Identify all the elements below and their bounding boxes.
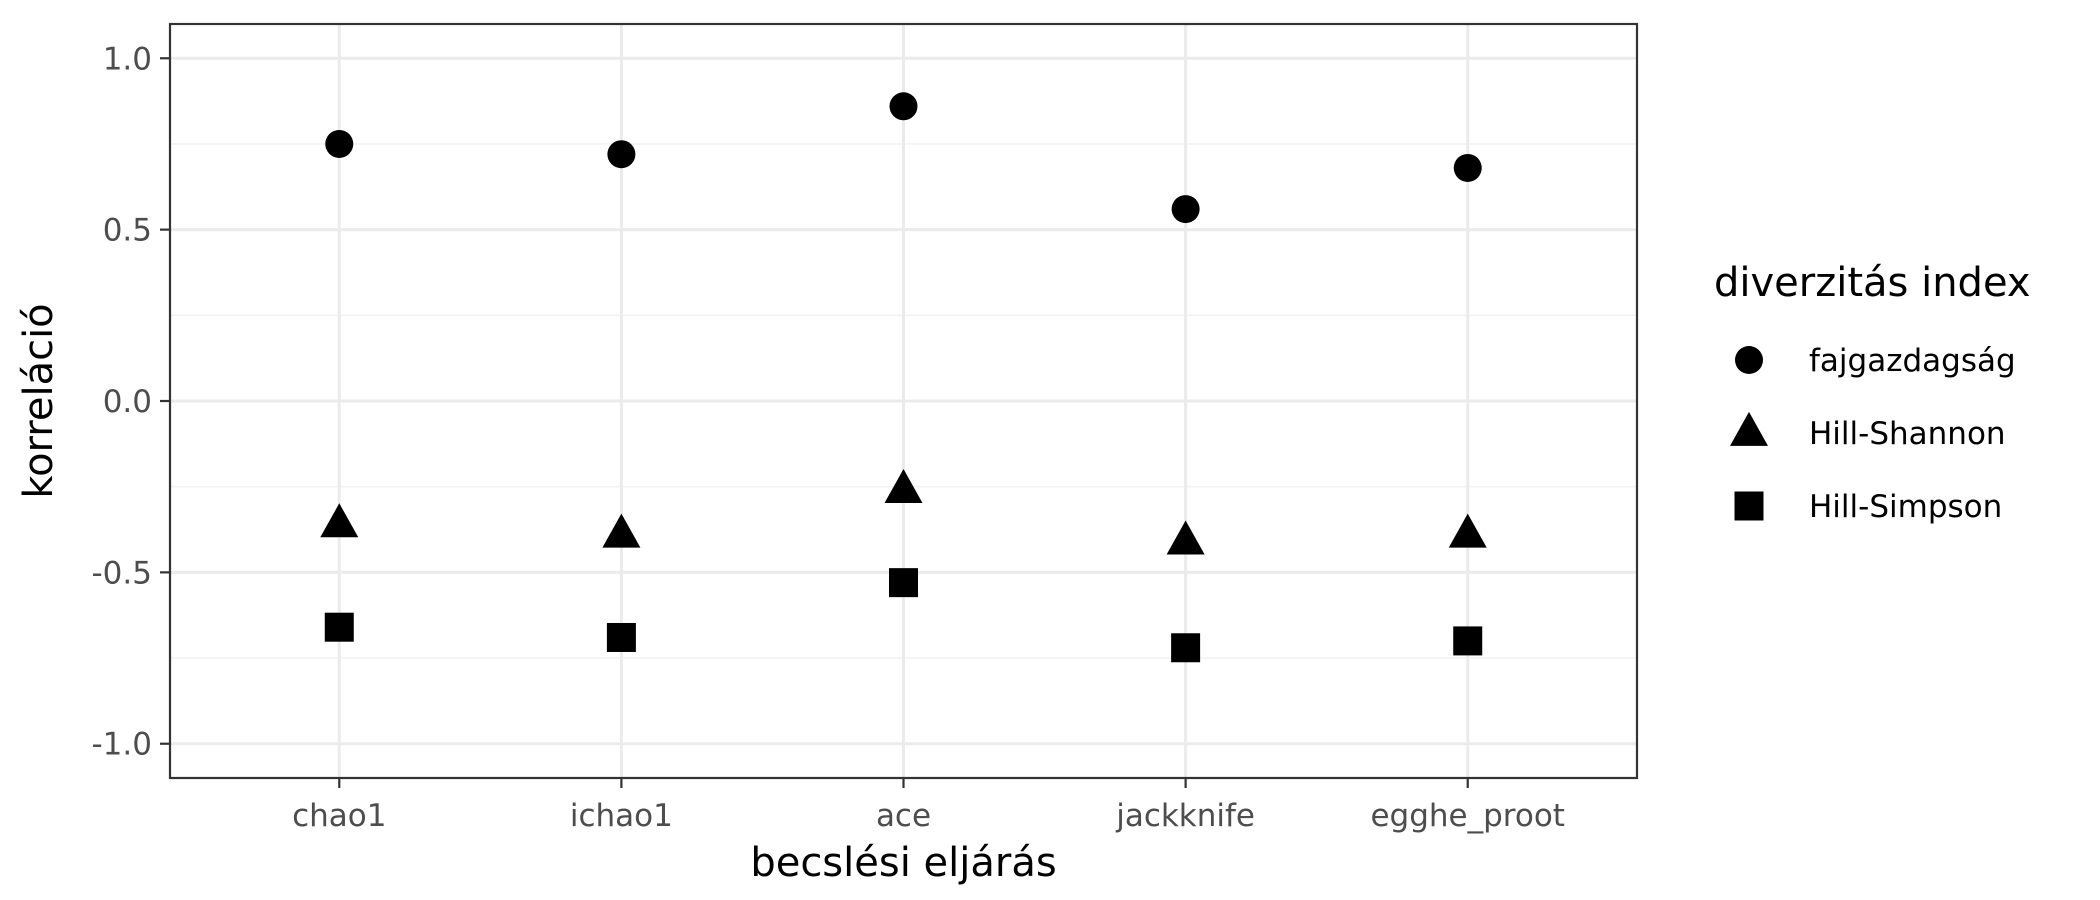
y-tick-label: 1.0 [103, 41, 152, 77]
y-tick-label: 0.0 [103, 384, 152, 420]
point-hill-shannon [884, 469, 923, 504]
legend: diverzitás index fajgazdagság Hill-Shanno… [1714, 260, 2031, 525]
x-tick-label: ichao1 [570, 798, 673, 834]
x-axis-title: becslési eljárás [750, 840, 1056, 886]
point-hill-shannon [320, 503, 359, 538]
point-hill-simpson [1171, 633, 1201, 663]
y-tick-label: -0.5 [92, 555, 153, 591]
x-tick-label: ace [876, 798, 931, 834]
point-hill-shannon [602, 513, 641, 548]
point-fajgazdags-g [607, 140, 636, 169]
point-fajgazdags-g [325, 129, 354, 158]
point-hill-shannon [1166, 520, 1205, 555]
legend-key-fajgazdags-g [1735, 346, 1763, 374]
legend-label-hill-simpson: Hill-Simpson [1809, 489, 2002, 525]
point-fajgazdags-g [1453, 153, 1482, 182]
point-hill-simpson [889, 568, 918, 598]
y-axis-title: korreláció [16, 303, 62, 498]
legend-label-hill-shannon: Hill-Shannon [1809, 416, 2006, 452]
legend-label-fajgazdags-g: fajgazdagság [1809, 343, 2016, 379]
x-tick-label: egghe_proot [1370, 798, 1564, 834]
legend-key-hill-shannon [1730, 411, 1768, 446]
x-tick-label: jackknife [1115, 798, 1255, 834]
point-hill-simpson [1453, 626, 1483, 656]
point-fajgazdags-g [1171, 195, 1200, 224]
y-tick-label: -1.0 [92, 727, 153, 763]
point-hill-simpson [606, 622, 636, 652]
data-points [320, 92, 1487, 663]
point-fajgazdags-g [889, 92, 918, 121]
legend-title: diverzitás index [1714, 260, 2031, 306]
y-tick-label: 0.5 [103, 213, 152, 249]
legend-key-hill-simpson [1734, 491, 1764, 521]
point-hill-simpson [324, 612, 354, 642]
point-hill-shannon [1448, 513, 1487, 548]
grid [170, 24, 1637, 778]
axes: 1.0 0.5 0.0 -0.5 -1.0 chao1 ichao1 ace jackknife… [92, 41, 1565, 834]
x-tick-label: chao1 [292, 798, 386, 834]
